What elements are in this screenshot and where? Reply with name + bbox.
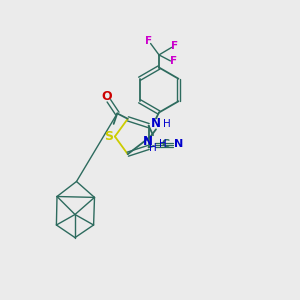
- Text: O: O: [101, 90, 112, 103]
- Text: F: F: [171, 41, 178, 51]
- Text: H: H: [148, 143, 156, 153]
- Text: S: S: [104, 130, 113, 143]
- Text: F: F: [170, 56, 178, 67]
- Text: N: N: [151, 117, 161, 130]
- Text: H: H: [163, 119, 170, 129]
- Text: C: C: [162, 140, 170, 149]
- Text: N: N: [174, 140, 183, 149]
- Text: F: F: [145, 36, 152, 46]
- Text: H: H: [159, 139, 167, 148]
- Text: N: N: [142, 135, 153, 148]
